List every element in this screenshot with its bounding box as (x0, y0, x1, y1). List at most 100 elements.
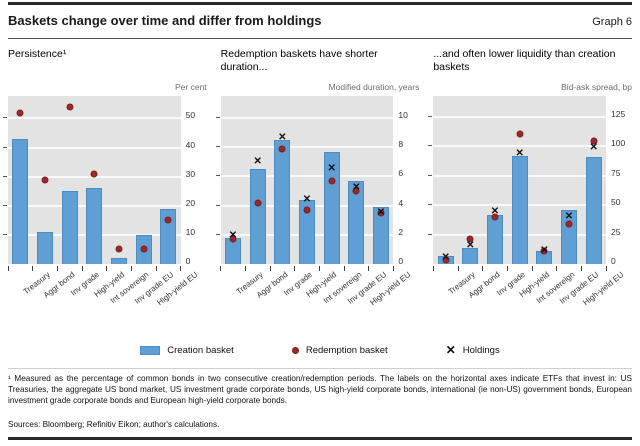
left-tick (428, 174, 433, 176)
y-tick-label: 6 (398, 168, 404, 179)
graph-title: Baskets change over time and differ from… (8, 13, 322, 28)
x-tick (56, 266, 58, 271)
chart-panels: Persistence¹ Per cent 0 10 20 30 40 50 Treasu… (3, 48, 633, 324)
x-tick (531, 266, 533, 271)
panel-title: Persistence¹ (8, 48, 67, 60)
plot-row: 0 10 20 30 40 50 (3, 96, 207, 271)
title-divider (8, 38, 632, 39)
redemption-dot (328, 177, 336, 185)
y-tick-label: 0 (398, 256, 404, 266)
x-tick (368, 266, 370, 271)
legend: Creation basket Redemption basket ✕ Hold… (8, 344, 632, 356)
left-tick (3, 146, 7, 148)
left-tick (215, 146, 220, 148)
x-tick (605, 266, 607, 271)
redemption-dot (303, 206, 311, 214)
bar-int-sovereign (323, 151, 340, 264)
left-tick (3, 233, 7, 235)
x-tick (269, 266, 271, 271)
axis-unit-label: Modified duration, years (328, 82, 420, 92)
y-axis: 0 10 20 30 40 50 (181, 96, 207, 266)
x-tick (155, 266, 157, 271)
holdings-x-marker: ✕ (253, 155, 262, 167)
bar-high-yield-eu (585, 157, 602, 264)
gridline (220, 175, 394, 178)
holdings-x-marker: ✕ (302, 193, 312, 205)
holdings-x-marker: ✕ (278, 132, 287, 144)
legend-label: Creation basket (167, 344, 234, 356)
redemption-dot (66, 103, 74, 111)
left-tick (428, 116, 433, 118)
bar-int-sovereign (110, 258, 128, 264)
redemption-dot (466, 235, 474, 243)
plot-area: ✕ ✕ ✕ ✕ ✕ ✕ ✕ (215, 96, 394, 271)
y-tick-label: 30 (185, 168, 196, 179)
plot-area (3, 96, 182, 271)
y-axis: 0 2 4 6 8 10 (393, 96, 419, 266)
left-tick (215, 175, 220, 177)
left-tick (3, 175, 7, 177)
top-rule (8, 2, 632, 5)
left-tick (215, 233, 220, 235)
x-tick (220, 266, 222, 271)
bar-inv-grade-eu (560, 209, 578, 264)
sources-line: Sources: Bloomberg; Refinitiv Eikon; aut… (8, 420, 220, 429)
bar-aggr-bond (462, 247, 479, 264)
y-tick-label: 4 (398, 197, 404, 208)
holdings-x-marker: ✕ (589, 141, 598, 153)
redemption-dot (41, 176, 49, 184)
y-tick-label: 40 (185, 139, 196, 150)
redemption-dot (115, 245, 123, 253)
y-tick-label: 25 (611, 226, 621, 237)
x-tick (81, 266, 83, 271)
gridline (8, 146, 181, 149)
redemption-dot (140, 245, 148, 253)
y-tick-label: 10 (398, 109, 408, 120)
y-tick-label: 50 (185, 110, 196, 121)
x-tick (457, 266, 459, 271)
redemption-dot (442, 256, 450, 264)
redemption-dot (352, 187, 360, 195)
x-tick (318, 266, 320, 271)
redemption-dot (516, 130, 524, 138)
creation-basket-swatch-icon (140, 345, 161, 355)
x-tick (343, 266, 345, 271)
category-axis: Treasury Aggr bond Inv grade High-yield Int … (433, 264, 625, 324)
y-tick-label: 2 (398, 226, 404, 237)
plot-row: ✕ ✕ ✕ ✕ ✕ ✕ ✕ 0 2 4 6 8 10 (215, 96, 420, 271)
y-tick-label: 8 (398, 139, 404, 150)
bar-inv-grade (61, 191, 78, 264)
redemption-dot (254, 199, 262, 207)
bottom-rule (8, 437, 632, 440)
bar-high-yield (86, 188, 103, 264)
holdings-x-marker: ✕ (564, 210, 574, 222)
holdings-x-marker: ✕ (515, 147, 524, 159)
gridline (8, 117, 181, 120)
bar-inv-grade (274, 139, 291, 264)
panel-title: Redemption baskets have shorter duration… (220, 48, 378, 73)
y-tick-label: 50 (611, 197, 621, 208)
x-tick (180, 266, 182, 271)
x-tick (482, 266, 484, 271)
panel-title: ...and often lower liquidity than creati… (433, 48, 616, 73)
legend-item-holdings: ✕ Holdings (446, 344, 500, 356)
bar-aggr-bond (249, 169, 266, 264)
holdings-x-marker: ✕ (228, 230, 238, 242)
axis-unit-label: Bid-ask spread, bp (561, 82, 633, 92)
x-tick (392, 266, 394, 271)
holdings-x-marker: ✕ (466, 240, 475, 252)
redemption-dot (540, 247, 548, 255)
bar-treasury (12, 138, 29, 264)
plot-area: ✕ ✕ ✕ ✕ ✕ ✕ ✕ (428, 96, 607, 271)
category-axis: Treasury Aggr bond Inv grade High-yield Int … (8, 264, 200, 324)
panel-persistence: Persistence¹ Per cent 0 10 20 30 40 50 Treasu… (3, 48, 207, 324)
holdings-x-marker: ✕ (540, 245, 549, 257)
footnote: ¹ Measured as the percentage of common b… (8, 368, 632, 406)
left-tick (215, 204, 220, 206)
x-tick (556, 266, 558, 271)
redemption-dot (590, 137, 598, 145)
x-tick (7, 266, 9, 271)
redemption-dot (16, 109, 24, 117)
x-tick (506, 266, 508, 271)
